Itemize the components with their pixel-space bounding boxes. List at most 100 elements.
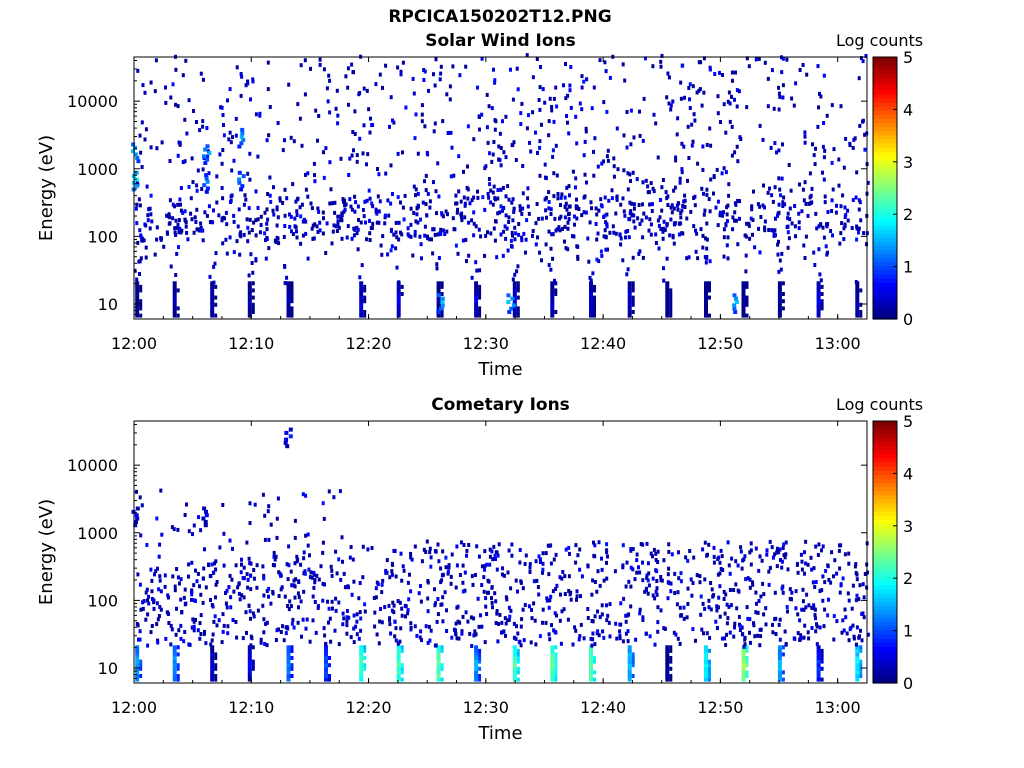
data-cell bbox=[748, 617, 752, 622]
data-cell bbox=[644, 631, 648, 636]
data-cell bbox=[170, 525, 174, 530]
colorbar-step bbox=[873, 212, 897, 218]
data-cell bbox=[804, 605, 808, 610]
data-cell bbox=[669, 310, 673, 314]
data-cell bbox=[831, 187, 835, 192]
data-cell bbox=[293, 595, 297, 600]
data-cell bbox=[232, 250, 236, 255]
data-cell bbox=[359, 310, 364, 314]
data-cell bbox=[651, 576, 655, 581]
data-cell bbox=[316, 138, 319, 143]
data-cell bbox=[727, 193, 731, 198]
data-cell bbox=[679, 80, 683, 85]
data-cell bbox=[401, 150, 404, 155]
data-cell bbox=[149, 212, 153, 217]
data-cell bbox=[246, 577, 250, 582]
data-cell bbox=[817, 542, 821, 547]
colorbar-step bbox=[873, 490, 897, 496]
data-cell bbox=[494, 599, 498, 604]
data-cell bbox=[538, 173, 542, 178]
data-cell bbox=[431, 227, 435, 232]
data-cell bbox=[289, 569, 293, 574]
data-cell bbox=[432, 129, 436, 134]
data-cell bbox=[741, 299, 746, 304]
data-cell bbox=[433, 121, 437, 126]
data-cell bbox=[859, 313, 863, 318]
data-cell bbox=[174, 273, 178, 277]
data-cell bbox=[156, 566, 159, 571]
data-cell bbox=[669, 659, 673, 664]
data-cell bbox=[846, 208, 850, 213]
data-cell bbox=[821, 225, 825, 230]
data-cell bbox=[741, 313, 746, 318]
data-cell bbox=[855, 666, 860, 671]
data-cell bbox=[504, 114, 508, 119]
data-cell bbox=[544, 208, 548, 213]
data-cell bbox=[228, 130, 232, 135]
data-cell bbox=[652, 547, 656, 552]
data-cell bbox=[417, 591, 421, 596]
data-cell bbox=[409, 222, 413, 227]
data-cell bbox=[679, 579, 683, 584]
data-cell bbox=[710, 587, 714, 592]
data-cell bbox=[511, 142, 515, 147]
data-cell bbox=[812, 603, 816, 608]
data-cell bbox=[658, 215, 662, 220]
data-cell bbox=[350, 153, 354, 158]
data-cell bbox=[322, 150, 325, 155]
data-cell bbox=[202, 576, 205, 581]
data-cell bbox=[511, 277, 515, 282]
data-cell bbox=[276, 236, 280, 241]
colorbar-step bbox=[873, 449, 897, 455]
data-cell bbox=[666, 203, 670, 207]
data-cell bbox=[434, 57, 438, 62]
data-cell bbox=[841, 576, 845, 581]
data-cell bbox=[554, 630, 558, 635]
data-cell bbox=[701, 167, 705, 172]
data-cell bbox=[326, 99, 330, 104]
data-cell bbox=[697, 88, 701, 93]
data-cell bbox=[659, 59, 663, 64]
data-cell bbox=[655, 586, 659, 591]
data-cell bbox=[576, 254, 580, 259]
data-cell bbox=[554, 652, 558, 657]
data-cell bbox=[776, 242, 780, 247]
data-cell bbox=[221, 629, 225, 634]
colorbar-step bbox=[873, 298, 897, 304]
data-cell bbox=[386, 252, 390, 257]
data-cell bbox=[363, 645, 367, 650]
data-cell bbox=[512, 299, 517, 304]
data-cell bbox=[786, 216, 790, 221]
data-cell bbox=[248, 151, 252, 156]
data-cell bbox=[355, 612, 359, 617]
data-cell bbox=[201, 167, 205, 172]
data-cell bbox=[192, 230, 196, 235]
data-cell bbox=[416, 203, 420, 208]
data-cell bbox=[749, 541, 753, 546]
data-cell bbox=[290, 645, 294, 650]
data-cell bbox=[509, 586, 513, 591]
data-cell bbox=[294, 225, 298, 230]
x-tick-label: 12:20 bbox=[346, 334, 392, 353]
y-tick-label: 10 bbox=[98, 659, 118, 678]
data-cell bbox=[579, 622, 583, 627]
data-cell bbox=[496, 196, 500, 201]
data-cell bbox=[654, 232, 658, 237]
data-cell bbox=[373, 610, 377, 615]
data-cell bbox=[751, 232, 754, 237]
data-cell bbox=[474, 306, 479, 311]
data-cell bbox=[248, 177, 252, 182]
data-cell bbox=[651, 554, 654, 559]
data-cell bbox=[324, 648, 328, 653]
data-cell bbox=[656, 155, 660, 160]
data-cell bbox=[800, 567, 804, 572]
data-cell bbox=[645, 573, 649, 578]
data-cell bbox=[348, 197, 352, 202]
data-cell bbox=[289, 214, 293, 219]
data-cell bbox=[445, 229, 449, 234]
colorbar-step bbox=[873, 314, 897, 320]
data-cell bbox=[324, 659, 328, 664]
data-cell bbox=[254, 258, 258, 263]
data-cell bbox=[683, 193, 687, 198]
data-cell bbox=[224, 210, 228, 215]
